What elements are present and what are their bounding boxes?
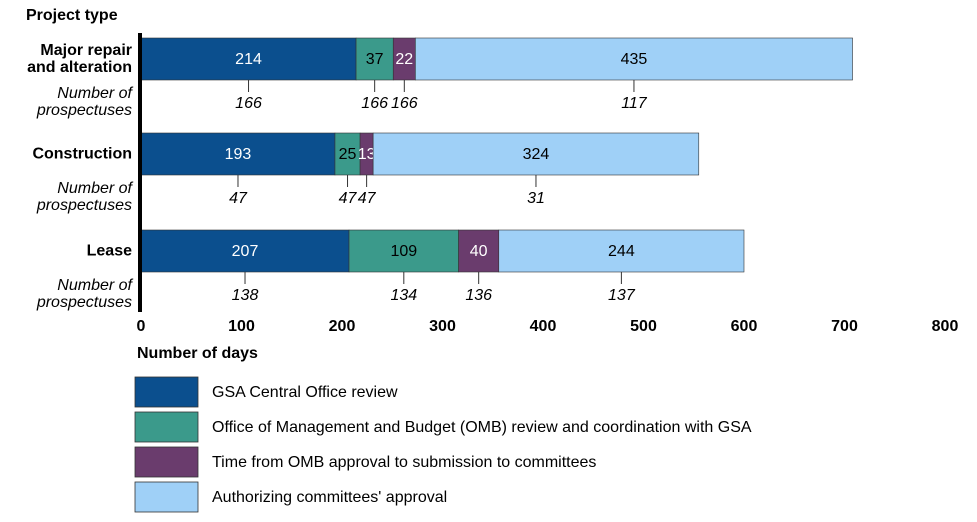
x-tick-label: 800 <box>932 318 959 335</box>
count-value: 117 <box>621 95 648 112</box>
count-value: 47 <box>339 190 358 207</box>
count-value: 47 <box>358 190 377 207</box>
legend-label: Office of Management and Budget (OMB) re… <box>212 419 752 436</box>
value-label: 435 <box>621 51 648 68</box>
category-label: Major repair and alteration <box>27 42 132 76</box>
bar-segment <box>372 132 700 176</box>
x-tick-label: 600 <box>731 318 758 335</box>
value-label: 324 <box>523 146 550 163</box>
bar-segment <box>498 229 745 273</box>
value-label: 214 <box>235 51 262 68</box>
x-axis-label: Number of days <box>137 345 258 362</box>
x-tick-label: 700 <box>831 318 858 335</box>
legend-label: Time from OMB approval to submission to … <box>212 454 596 471</box>
x-tick-label: 300 <box>429 318 456 335</box>
value-label: 40 <box>470 243 488 260</box>
x-tick-label: 500 <box>630 318 657 335</box>
bar-segment <box>458 229 500 273</box>
category-label: Lease <box>86 242 132 260</box>
x-tick-label: 100 <box>228 318 255 335</box>
value-label: 22 <box>395 51 413 68</box>
count-label: Number of prospectuses <box>36 277 132 311</box>
count-value: 166 <box>235 95 262 112</box>
bar-segment <box>140 37 357 81</box>
value-label: 193 <box>225 146 252 163</box>
count-value: 134 <box>390 287 417 304</box>
value-label: 13 <box>358 146 376 163</box>
count-value: 166 <box>361 95 388 112</box>
count-label: Number of prospectuses <box>36 180 132 214</box>
legend-swatch <box>134 376 199 408</box>
count-value: 31 <box>527 190 545 207</box>
value-label: 109 <box>390 243 417 260</box>
legend-swatch <box>134 446 199 478</box>
count-value: 47 <box>229 190 248 207</box>
x-tick-label: 0 <box>137 318 146 335</box>
value-label: 25 <box>339 146 357 163</box>
x-tick-label: 200 <box>329 318 356 335</box>
count-value: 137 <box>608 287 636 304</box>
count-label: Number of prospectuses <box>36 85 132 119</box>
count-value: 136 <box>465 287 492 304</box>
legend-swatch <box>134 481 199 513</box>
bar-segment <box>415 37 853 81</box>
legend-swatch <box>134 411 199 443</box>
y-axis-title: Project type <box>26 7 118 24</box>
count-value: 138 <box>232 287 259 304</box>
bar-segment <box>140 132 336 176</box>
value-label: 244 <box>608 243 635 260</box>
legend-label: Authorizing committees' approval <box>212 489 447 506</box>
count-value: 166 <box>391 95 418 112</box>
x-tick-label: 400 <box>530 318 557 335</box>
value-label: 37 <box>366 51 384 68</box>
value-label: 207 <box>232 243 259 260</box>
category-label: Construction <box>32 145 132 163</box>
legend-label: GSA Central Office review <box>212 384 398 401</box>
bar-segment <box>355 37 394 81</box>
